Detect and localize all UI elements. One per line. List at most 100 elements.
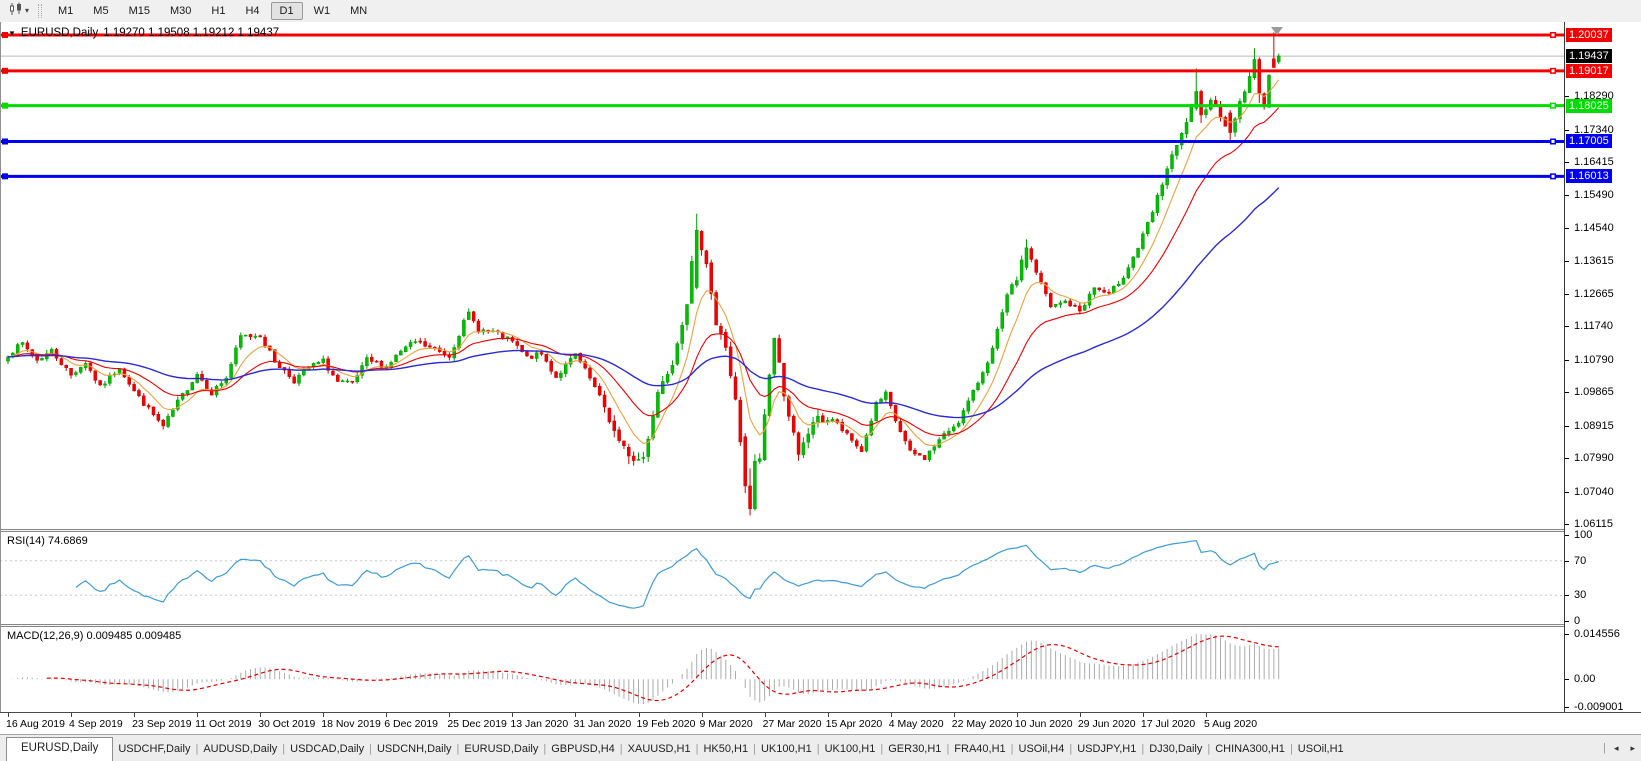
ma-ema20-line[interactable] — [7, 107, 1280, 437]
axis-tick-mark — [1565, 162, 1569, 164]
hline-handle-left[interactable] — [2, 31, 8, 38]
chart-tab-eurusd-daily[interactable]: EURUSD,Daily — [464, 743, 539, 755]
time-axis-tick-mark — [71, 713, 73, 717]
timeframe-button-w1[interactable]: W1 — [313, 5, 331, 17]
timeframe-button-mn[interactable]: MN — [350, 5, 368, 17]
timeframe-button-m5[interactable]: M5 — [93, 5, 109, 17]
chart-tab-usoil-h1[interactable]: USOil,H1 — [1297, 743, 1344, 755]
tab-scroll-left-icon[interactable]: ◂ — [1613, 742, 1619, 753]
macd-signal-line — [46, 635, 1279, 702]
chart-tab-china300-h1[interactable]: CHINA300,H1 — [1215, 743, 1285, 755]
ma-ema8-line[interactable] — [7, 79, 1280, 447]
axis-tick-mark — [1565, 535, 1569, 536]
tab-separator: | — [880, 743, 884, 755]
tab-separator: | — [816, 743, 820, 755]
tab-separator: | — [195, 743, 199, 755]
chart-tab-eurusd-daily-active[interactable]: EURUSD,Daily — [6, 737, 114, 761]
macd-axis-zero: 0.00 — [1574, 673, 1596, 686]
time-axis-label: 10 Jun 2020 — [1014, 718, 1073, 730]
chart-tab-dj30-daily[interactable]: DJ30,Daily — [1149, 743, 1203, 755]
time-axis-label: 22 May 2020 — [951, 718, 1013, 730]
axis-tick-mark — [1565, 326, 1569, 328]
timeframe-button-m1[interactable]: M1 — [58, 5, 74, 17]
price-axis-tick: 1.15490 — [1574, 188, 1614, 201]
panel-divider[interactable] — [0, 529, 1564, 532]
rsi-panel: RSI(14) 74.6869 — [0, 532, 1564, 624]
tab-separator: | — [1603, 742, 1606, 754]
chart-title-expander-icon[interactable]: ▼ — [8, 28, 16, 38]
time-axis-tick-mark — [8, 713, 9, 717]
axis-tick-mark — [1565, 425, 1569, 427]
time-axis-tick-mark — [575, 713, 577, 717]
candlestick-series — [6, 32, 1281, 516]
chart-tab-uk100-h1[interactable]: UK100,H1 — [760, 743, 812, 755]
time-axis-tick-mark — [1205, 713, 1207, 717]
hline-handle-left[interactable] — [2, 102, 8, 109]
rsi-axis-tick: 70 — [1574, 554, 1587, 567]
timeframe-button-d1[interactable]: D1 — [270, 2, 303, 20]
timeframe-button-h1[interactable]: H1 — [211, 5, 226, 17]
chart-type-button[interactable]: ▾ — [3, 0, 34, 23]
macd-panel: MACD(12,26,9) 0.009485 0.009485 — [0, 627, 1564, 712]
chart-tab-fra40-h1[interactable]: FRA40,H1 — [954, 743, 1006, 755]
price-axis-tick: 1.09865 — [1574, 386, 1614, 399]
price-axis-tick: 1.12665 — [1574, 287, 1614, 300]
time-axis-tick-mark — [953, 713, 955, 717]
panel-divider[interactable] — [0, 624, 1564, 627]
chart-tab-usdcnh-daily[interactable]: USDCNH,Daily — [376, 743, 452, 755]
axis-tick-mark — [1565, 491, 1569, 493]
axis-tick-mark — [1565, 392, 1569, 394]
hline-1.17005[interactable] — [0, 138, 1564, 145]
tab-separator: | — [1289, 743, 1293, 755]
timeframe-toolbar: ▾ M1 M5 M15 M30 H1 H4 D1 W1 MN — [0, 0, 1641, 22]
chart-tab-xauusd-h1[interactable]: XAUUSD,H1 — [627, 743, 691, 755]
price-chart-canvas[interactable] — [0, 22, 1564, 529]
time-axis-label: 5 Aug 2020 — [1203, 718, 1258, 730]
chart-tab-hk50-h1[interactable]: HK50,H1 — [703, 743, 749, 755]
hline-1.18025[interactable] — [0, 102, 1564, 109]
time-axis-tick-mark — [260, 713, 262, 717]
axis-tick-mark — [1565, 96, 1569, 98]
chart-shift-marker-icon[interactable] — [1271, 27, 1283, 35]
rsi-canvas[interactable] — [0, 532, 1564, 624]
hline-price-label: 1.18025 — [1566, 98, 1612, 113]
axis-tick-mark — [1565, 359, 1569, 361]
tab-scroll-right-icon[interactable]: ▸ — [1630, 742, 1635, 753]
time-axis-tick-mark — [386, 713, 388, 717]
chart-tab-usdchf-daily[interactable]: USDCHF,Daily — [118, 743, 191, 755]
hline-price-label: 1.17005 — [1566, 134, 1612, 149]
hline-handle-left[interactable] — [2, 173, 8, 180]
time-axis-label: 23 Sep 2019 — [132, 718, 192, 730]
hline-1.16013[interactable] — [0, 173, 1564, 180]
chart-tab-gbpusd-h4[interactable]: GBPUSD,H4 — [551, 743, 615, 755]
chart-tab-uk100-h1[interactable]: UK100,H1 — [824, 743, 876, 755]
chart-tab-usdcad-daily[interactable]: USDCAD,Daily — [290, 743, 365, 755]
time-axis-label: 29 Jun 2020 — [1077, 718, 1136, 730]
chart-tab-audusd-daily[interactable]: AUDUSD,Daily — [203, 743, 278, 755]
time-axis-label: 6 Dec 2019 — [384, 718, 439, 730]
macd-axis-min: -0.009001 — [1574, 701, 1624, 713]
hline-handle-left[interactable] — [2, 138, 8, 145]
hline-1.19017[interactable] — [0, 67, 1564, 74]
macd-canvas[interactable] — [0, 627, 1564, 712]
hline-price-label: 1.20037 — [1566, 27, 1612, 42]
chart-tab-usoil-h4[interactable]: USOil,H4 — [1018, 743, 1065, 755]
time-axis-tick-mark — [512, 713, 514, 717]
tab-scroll-controls: | ◂ ▸ — [1601, 735, 1641, 761]
timeframe-button-m30[interactable]: M30 — [169, 5, 192, 17]
axis-tick-mark — [1565, 621, 1569, 622]
chart-tab-ger30-h1[interactable]: GER30,H1 — [888, 743, 942, 755]
hline-handle-left[interactable] — [2, 67, 8, 74]
hline-1.20037[interactable] — [0, 31, 1564, 38]
axis-tick-mark — [1565, 524, 1569, 525]
axis-tick-mark — [1565, 194, 1569, 196]
timeframe-button-m15[interactable]: M15 — [128, 5, 150, 17]
time-axis-label: 16 Aug 2019 — [6, 718, 65, 730]
time-axis-label: 9 Mar 2020 — [699, 718, 753, 730]
time-axis-tick-mark — [449, 713, 451, 717]
ma-ema55-line[interactable] — [7, 187, 1280, 419]
time-axis-label: 4 May 2020 — [888, 718, 944, 730]
chart-tab-usdjpy-h1[interactable]: USDJPY,H1 — [1077, 743, 1137, 755]
tab-separator: | — [456, 743, 460, 755]
timeframe-button-h4[interactable]: H4 — [245, 5, 260, 17]
